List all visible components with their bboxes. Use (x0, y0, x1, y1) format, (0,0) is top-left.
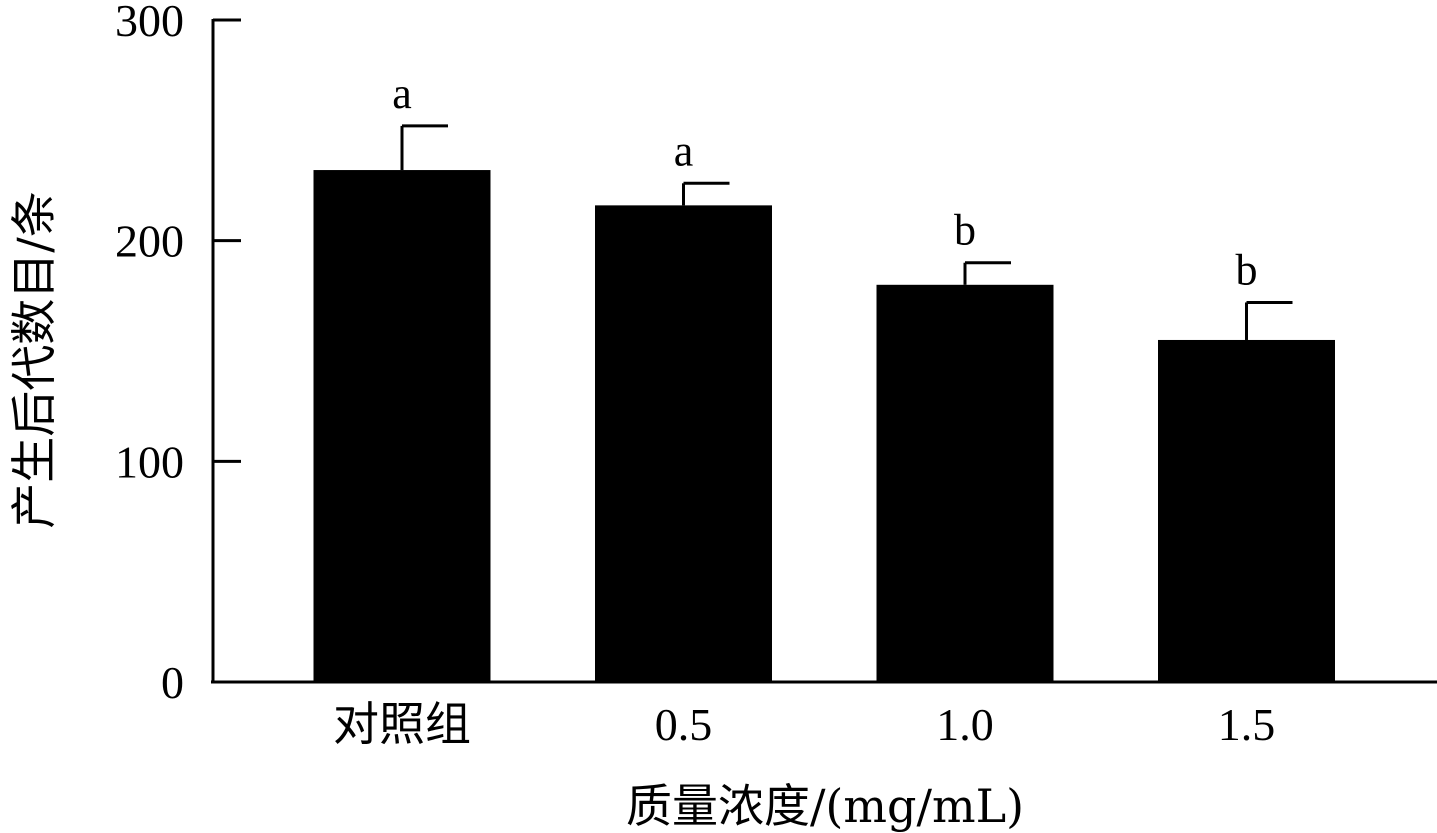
y-axis-ticks: 0 100 200 300 (115, 0, 241, 708)
y-axis-title: 产生后代数目/条 (7, 191, 61, 529)
bar (876, 284, 1054, 682)
bar (595, 205, 772, 683)
significance-label: a (674, 126, 694, 175)
x-tick-label: 对照组 (333, 699, 471, 750)
x-axis-title: 质量浓度/(mg/mL) (626, 779, 1024, 833)
x-tick-label: 0.5 (655, 699, 713, 750)
significance-label: a (392, 69, 412, 118)
y-tick-label: 300 (115, 0, 184, 46)
significance-label: b (1236, 245, 1258, 294)
x-axis-labels: 对照组 0.5 1.0 1.5 (333, 699, 1275, 750)
significance-labels: a a b b (392, 69, 1257, 295)
error-bars (400, 124, 1293, 340)
x-tick-label: 1.0 (936, 699, 994, 750)
bar (313, 170, 491, 682)
y-tick-label: 100 (115, 436, 184, 487)
y-tick-label: 200 (115, 216, 184, 267)
y-tick-label: 0 (161, 657, 184, 708)
significance-label: b (954, 206, 976, 255)
x-tick-label: 1.5 (1218, 699, 1276, 750)
bars (313, 170, 1335, 683)
bar (1158, 339, 1335, 682)
